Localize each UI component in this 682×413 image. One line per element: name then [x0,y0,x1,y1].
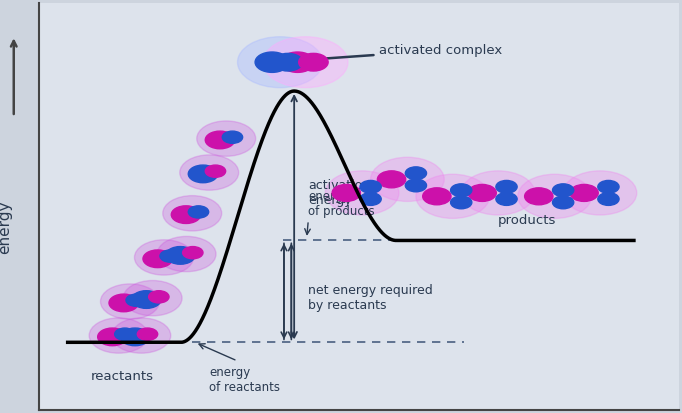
Circle shape [132,291,161,309]
Circle shape [405,167,426,180]
Circle shape [570,185,598,202]
Circle shape [563,171,637,215]
Circle shape [263,37,348,88]
Circle shape [222,131,243,143]
Circle shape [123,280,182,316]
Circle shape [423,188,451,205]
Circle shape [332,185,360,202]
Circle shape [188,206,209,218]
Circle shape [370,157,444,202]
Circle shape [109,294,138,312]
Circle shape [166,247,195,264]
Circle shape [280,52,314,72]
Circle shape [149,291,169,303]
Text: activation
energy: activation energy [308,179,370,207]
Circle shape [134,240,194,275]
Circle shape [163,196,222,231]
Circle shape [171,206,201,223]
Circle shape [405,179,426,192]
Text: energy
of reactants: energy of reactants [209,366,280,394]
Circle shape [205,131,235,149]
Circle shape [468,185,496,202]
Circle shape [180,155,239,190]
Circle shape [299,53,328,71]
Circle shape [197,121,256,156]
Circle shape [126,294,147,306]
Circle shape [255,52,289,72]
Circle shape [112,318,170,353]
Circle shape [160,250,180,262]
Text: reactants: reactants [90,370,153,383]
Circle shape [115,328,135,340]
Circle shape [89,318,148,353]
Circle shape [205,165,226,177]
Circle shape [237,37,323,88]
Circle shape [496,180,517,193]
Circle shape [273,53,303,71]
Circle shape [100,284,160,319]
Circle shape [451,184,472,197]
Circle shape [552,184,574,197]
Circle shape [157,236,216,272]
Circle shape [183,247,203,259]
Text: energy: energy [0,200,12,254]
Circle shape [360,180,381,193]
Circle shape [137,328,158,340]
Circle shape [496,192,517,205]
Text: activated complex: activated complex [303,44,503,62]
Circle shape [552,196,574,209]
Circle shape [451,196,472,209]
Circle shape [416,174,490,218]
Text: net energy required
by reactants: net energy required by reactants [308,284,433,312]
Circle shape [598,192,619,205]
Circle shape [360,192,381,205]
Text: energy
of products: energy of products [308,190,375,218]
Circle shape [524,188,553,205]
Circle shape [461,171,535,215]
Circle shape [325,171,399,215]
Circle shape [518,174,591,218]
Circle shape [377,171,406,188]
Circle shape [143,250,173,268]
Circle shape [598,180,619,193]
Circle shape [98,328,127,346]
Text: products: products [498,214,557,227]
Circle shape [120,328,150,346]
Circle shape [188,165,218,183]
